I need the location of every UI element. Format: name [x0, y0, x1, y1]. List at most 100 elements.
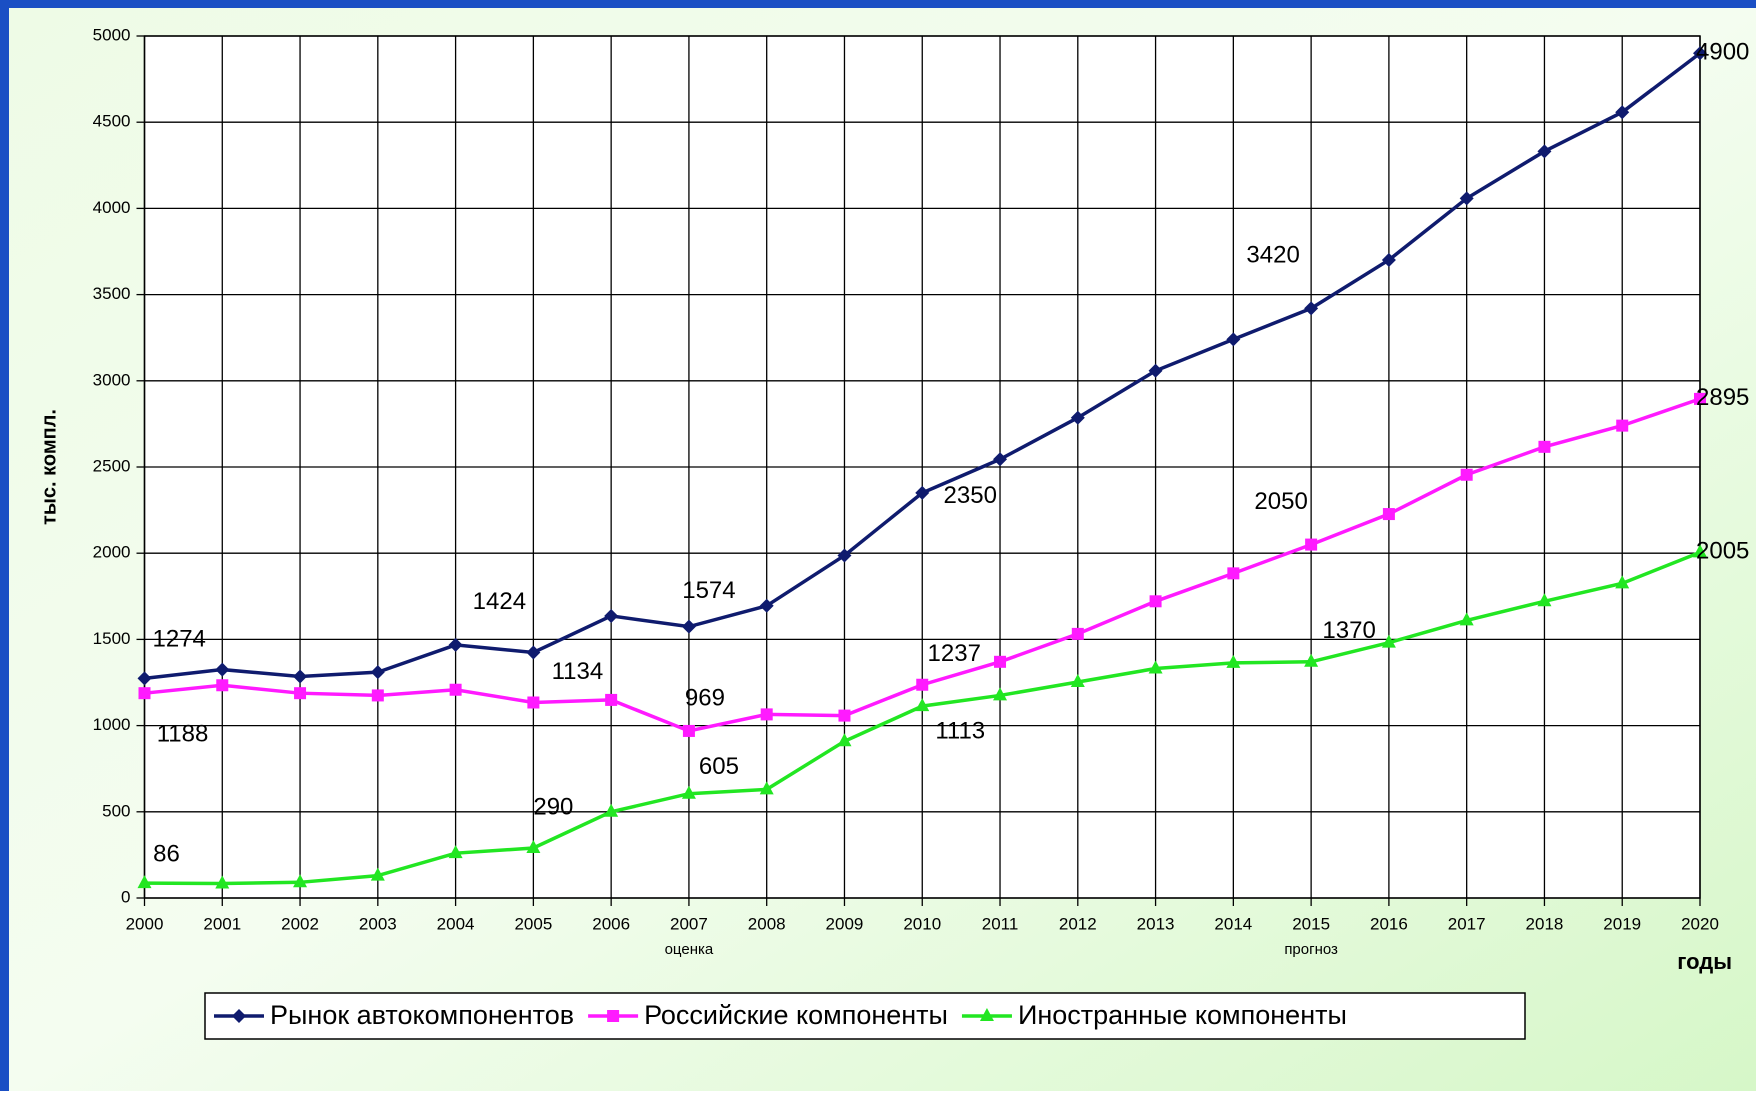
- marker: [1459, 191, 1474, 206]
- marker: [681, 619, 696, 634]
- marker: [526, 840, 541, 854]
- marker: [215, 662, 230, 677]
- plot-border: [143, 35, 1701, 899]
- data-label: 290: [533, 793, 573, 820]
- marker: [448, 845, 463, 859]
- x-tick-label: 2017: [1448, 914, 1486, 933]
- data-label: 1134: [552, 658, 604, 685]
- marker: [1460, 468, 1473, 481]
- marker: [1148, 660, 1163, 674]
- data-label: 4900: [1696, 39, 1749, 66]
- data-label: 2005: [1696, 538, 1749, 565]
- x-tick-label: 2011: [982, 914, 1019, 933]
- marker: [681, 785, 696, 799]
- y-tick-label: 0: [121, 887, 130, 906]
- marker: [760, 708, 773, 721]
- y-tick-label: 2500: [93, 456, 131, 475]
- data-label: 605: [699, 753, 739, 780]
- x-tick-label: 2002: [281, 914, 319, 933]
- marker: [604, 608, 619, 623]
- marker: [1616, 419, 1629, 432]
- marker: [1382, 508, 1395, 521]
- marker: [293, 669, 308, 684]
- x-tick-label: 2020: [1681, 914, 1719, 933]
- marker: [1693, 46, 1707, 61]
- y-tick-label: 3500: [93, 284, 131, 303]
- marker: [1226, 654, 1241, 668]
- marker: [604, 803, 619, 817]
- marker: [370, 867, 385, 881]
- y-tick-label: 1000: [93, 715, 131, 734]
- x-tick-label: 2010: [903, 914, 941, 933]
- marker: [607, 1010, 620, 1022]
- marker: [527, 696, 540, 709]
- x-axis-label: годы: [1677, 949, 1732, 974]
- data-label: 969: [685, 684, 725, 711]
- marker: [1381, 252, 1396, 267]
- marker: [759, 781, 774, 795]
- x-tick-label: 2007: [670, 914, 708, 933]
- marker: [916, 678, 929, 691]
- x-tick-label: 2014: [1214, 914, 1252, 933]
- data-label: 2350: [944, 482, 997, 509]
- marker: [449, 683, 462, 696]
- data-label: 2895: [1696, 384, 1749, 411]
- marker: [1148, 363, 1163, 378]
- marker: [1459, 612, 1474, 626]
- marker: [1304, 301, 1319, 316]
- data-label: 1424: [473, 588, 526, 615]
- frame-left: [0, 0, 9, 1091]
- y-axis-label: тыс. компл.: [38, 409, 60, 525]
- marker: [370, 665, 385, 680]
- x-tick-label: 2003: [359, 914, 397, 933]
- x-tick-label: 2000: [126, 914, 164, 933]
- marker: [1227, 567, 1240, 580]
- x-tick-label: 2006: [592, 914, 630, 933]
- marker: [232, 1009, 246, 1023]
- marker: [1305, 538, 1318, 551]
- x-tick-label: 2001: [203, 914, 241, 933]
- marker: [1693, 544, 1707, 558]
- marker: [215, 875, 230, 889]
- marker: [682, 724, 695, 737]
- marker: [448, 637, 463, 652]
- data-label: 1113: [935, 717, 985, 744]
- marker: [1304, 653, 1319, 667]
- x-tick-label: 2009: [826, 914, 864, 933]
- marker: [1226, 332, 1241, 347]
- marker: [838, 709, 851, 722]
- marker: [137, 875, 152, 889]
- y-tick-label: 4000: [93, 198, 131, 217]
- data-label: 1188: [157, 721, 209, 748]
- data-label: 86: [153, 841, 180, 868]
- x-tick-label: 2016: [1370, 914, 1408, 933]
- marker: [605, 693, 618, 706]
- legend-label: Иностранные компоненты: [1018, 1000, 1347, 1030]
- x-tick-label: 2008: [748, 914, 786, 933]
- x-tick-label: 2012: [1059, 914, 1097, 933]
- marker: [993, 452, 1008, 467]
- marker: [979, 1008, 994, 1021]
- marker: [1615, 575, 1630, 589]
- data-label: 1574: [682, 577, 735, 604]
- marker: [294, 687, 307, 700]
- legend-label: Российские компоненты: [644, 1000, 948, 1030]
- marker: [371, 689, 384, 702]
- marker: [1071, 627, 1084, 640]
- data-label: 1237: [928, 640, 981, 667]
- marker: [1070, 410, 1085, 425]
- marker: [526, 645, 541, 660]
- marker: [1694, 392, 1706, 405]
- marker: [915, 698, 930, 712]
- marker: [1149, 595, 1162, 608]
- marker: [837, 733, 852, 747]
- legend: [204, 992, 1526, 1040]
- y-tick-label: 5000: [93, 25, 131, 44]
- marker: [993, 687, 1008, 701]
- marker: [1538, 440, 1551, 453]
- y-tick-label: 2000: [93, 543, 131, 562]
- marker: [1070, 673, 1085, 687]
- data-label: 2050: [1254, 488, 1307, 515]
- x-annotation: прогноз: [1284, 941, 1338, 958]
